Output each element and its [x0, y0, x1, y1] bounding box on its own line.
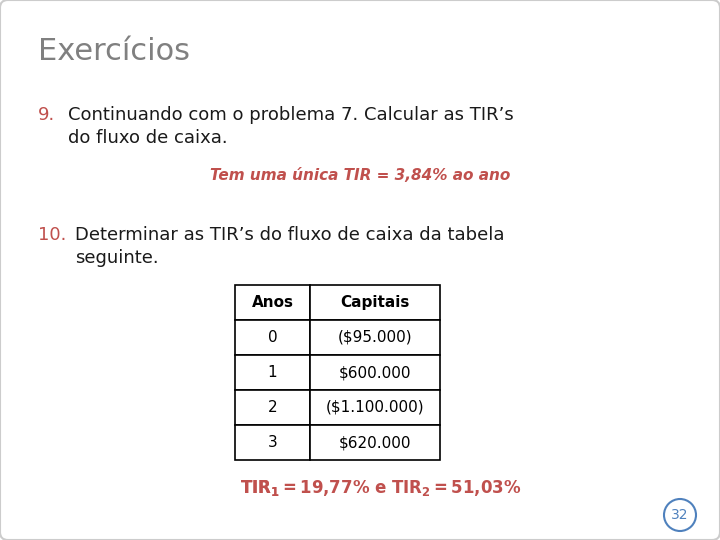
Text: ($1.100.000): ($1.100.000) — [325, 400, 424, 415]
Bar — [235, 285, 310, 320]
Text: 10.: 10. — [38, 226, 66, 244]
Bar — [235, 355, 310, 390]
Text: Determinar as TIR’s do fluxo de caixa da tabela: Determinar as TIR’s do fluxo de caixa da… — [75, 226, 505, 244]
Text: $\mathbf{TIR_1}$: $\mathbf{TIR_1}$ — [240, 478, 280, 498]
Bar — [310, 320, 440, 355]
Bar — [310, 355, 440, 390]
Text: Continuando com o problema 7. Calcular as TIR’s: Continuando com o problema 7. Calcular a… — [68, 106, 514, 124]
Text: $620.000: $620.000 — [338, 435, 411, 450]
Text: Tem uma única TIR = 3,84% ao ano: Tem uma única TIR = 3,84% ao ano — [210, 167, 510, 183]
Text: 32: 32 — [671, 508, 689, 522]
Text: Anos: Anos — [251, 295, 294, 310]
Bar — [235, 390, 310, 425]
Bar — [310, 390, 440, 425]
Text: do fluxo de caixa.: do fluxo de caixa. — [68, 129, 228, 147]
Circle shape — [664, 499, 696, 531]
Text: $600.000: $600.000 — [338, 365, 411, 380]
Text: ($95.000): ($95.000) — [338, 330, 413, 345]
Text: Capitais: Capitais — [341, 295, 410, 310]
Text: 3: 3 — [268, 435, 277, 450]
Bar — [310, 425, 440, 460]
Text: seguinte.: seguinte. — [75, 249, 158, 267]
Text: 9.: 9. — [38, 106, 55, 124]
Bar — [310, 285, 440, 320]
Bar — [235, 425, 310, 460]
Bar — [235, 320, 310, 355]
Text: Exercícios: Exercícios — [38, 37, 190, 66]
Text: 1: 1 — [268, 365, 277, 380]
Text: $\mathbf{TIR_{1} = 19{,}77\%\ e\ TIR_{2} = 51{,}03\%}$: $\mathbf{TIR_{1} = 19{,}77\%\ e\ TIR_{2}… — [240, 478, 521, 498]
Text: 2: 2 — [268, 400, 277, 415]
Text: 0: 0 — [268, 330, 277, 345]
